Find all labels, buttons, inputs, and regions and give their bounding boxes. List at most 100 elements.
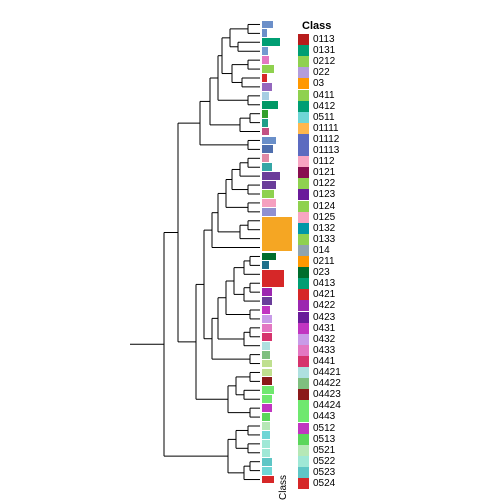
legend-item: 0433: [298, 345, 335, 356]
legend-swatch: [298, 334, 309, 345]
legend-swatch: [298, 101, 309, 112]
leaf-box: [262, 297, 272, 305]
legend-item: 0412: [298, 101, 335, 112]
legend-label: 0441: [313, 356, 335, 367]
legend-label: 0511: [313, 112, 335, 123]
legend-swatch: [298, 123, 309, 134]
legend-swatch: [298, 434, 309, 445]
leaf-box: [262, 110, 268, 118]
legend-swatch: [298, 112, 309, 123]
legend-swatch: [298, 78, 309, 89]
legend-item: 0123: [298, 189, 335, 200]
legend-label: 0421: [313, 289, 335, 300]
leaf-box: [262, 253, 276, 261]
legend-item: 0124: [298, 201, 335, 212]
leaf-box: [262, 199, 276, 207]
legend-item: 0121: [298, 167, 335, 178]
legend-label: 0125: [313, 212, 335, 223]
legend-label: 0411: [313, 90, 335, 101]
legend-label: 0524: [313, 478, 335, 489]
legend-label: 0122: [313, 178, 335, 189]
legend-swatch: [298, 478, 309, 489]
legend-item: 0441: [298, 356, 335, 367]
leaf-box: [262, 270, 284, 287]
legend-item: 0131: [298, 45, 335, 56]
leaf-box: [262, 351, 270, 359]
leaf-box: [262, 333, 272, 341]
legend-item: 0524: [298, 478, 335, 489]
legend-swatch: [298, 445, 309, 456]
legend-swatch: [298, 189, 309, 200]
legend-label: 023: [313, 267, 330, 278]
legend-swatch: [298, 367, 309, 378]
legend-item: 0212: [298, 56, 335, 67]
dendrogram-tree: [0, 0, 504, 504]
legend-label: 0432: [313, 334, 335, 345]
legend-item: 04421: [298, 367, 341, 378]
leaf-box: [262, 21, 273, 29]
legend-swatch: [298, 356, 309, 367]
legend-item: 0113: [298, 34, 335, 45]
legend-label: 0423: [313, 312, 335, 323]
legend-label: 03: [313, 78, 324, 89]
legend-item: 0413: [298, 278, 335, 289]
leaf-box: [262, 38, 280, 46]
leaf-box: [262, 154, 269, 162]
leaf-box: [262, 29, 267, 37]
legend-item: 0521: [298, 445, 335, 456]
legend-title: Class: [302, 20, 331, 32]
leaf-box: [262, 458, 272, 466]
leaf-box: [262, 181, 276, 189]
legend-item: 0513: [298, 434, 335, 445]
leaf-box: [262, 449, 270, 457]
legend-item: 04422: [298, 378, 341, 389]
legend-item: 03: [298, 78, 324, 89]
legend-item: 0211: [298, 256, 335, 267]
leaf-box: [262, 395, 272, 403]
legend-label: 0523: [313, 467, 335, 478]
legend-item: 023: [298, 267, 330, 278]
leaf-box: [262, 386, 274, 394]
legend-label: 0431: [313, 323, 335, 334]
legend-item: 0421: [298, 289, 335, 300]
legend-label: 04423: [313, 389, 341, 400]
leaf-box: [262, 261, 269, 269]
legend-swatch: [298, 467, 309, 478]
legend-item: 0112: [298, 156, 335, 167]
legend-label: 01111: [313, 123, 339, 134]
legend-item: 0133: [298, 234, 335, 245]
legend-item: 0511: [298, 112, 335, 123]
legend-swatch: [298, 145, 309, 156]
legend-item: 0431: [298, 323, 335, 334]
leaf-box: [262, 172, 280, 180]
leaf-box: [262, 217, 292, 252]
leaf-box: [262, 145, 273, 153]
legend-label: 0123: [313, 189, 335, 200]
legend-swatch: [298, 411, 309, 422]
leaf-box: [262, 324, 272, 332]
legend-item: 0512: [298, 423, 335, 434]
leaf-box: [262, 315, 272, 323]
legend-label: 0521: [313, 445, 335, 456]
legend-item: 0132: [298, 223, 335, 234]
leaf-box: [262, 83, 272, 91]
leaf-box: [262, 163, 272, 171]
legend-swatch: [298, 201, 309, 212]
leaf-box: [262, 404, 272, 412]
legend-label: 0443: [313, 411, 335, 422]
leaf-box: [262, 342, 270, 350]
legend-label: 014: [313, 245, 330, 256]
leaf-box: [262, 369, 272, 377]
legend-swatch: [298, 56, 309, 67]
leaf-box: [262, 440, 270, 448]
leaf-box: [262, 377, 272, 385]
legend-item: 0125: [298, 212, 335, 223]
legend-label: 04424: [313, 400, 341, 411]
legend-label: 0113: [313, 34, 335, 45]
leaf-box: [262, 56, 269, 64]
legend-swatch: [298, 423, 309, 434]
legend-item: 0423: [298, 312, 335, 323]
leaf-box: [262, 467, 272, 475]
legend-swatch: [298, 267, 309, 278]
legend-swatch: [298, 67, 309, 78]
